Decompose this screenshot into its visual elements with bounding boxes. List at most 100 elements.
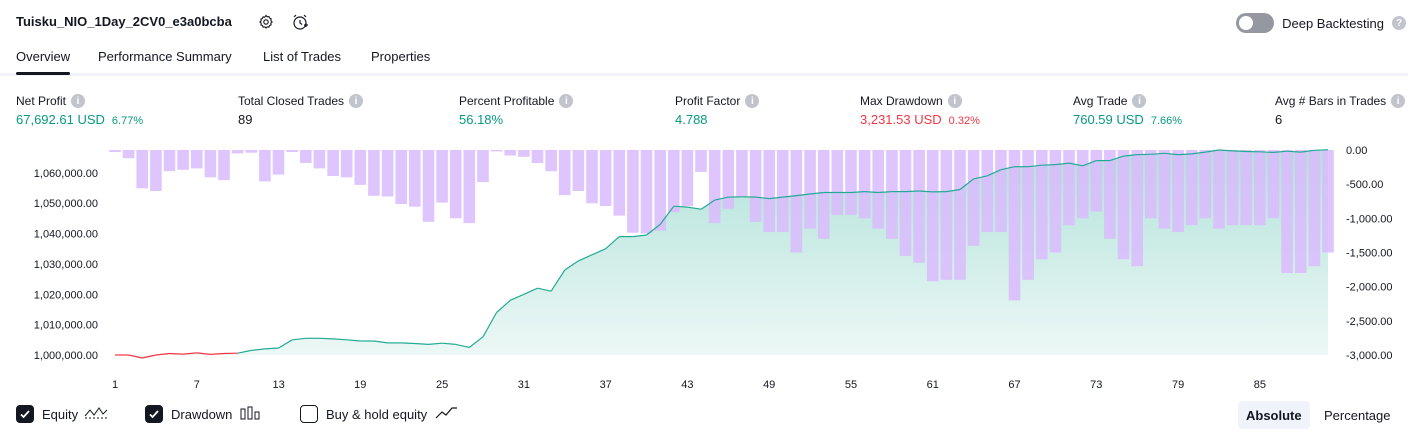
drawdown-bar (286, 150, 298, 152)
equity-line-segment (1300, 149, 1315, 153)
y-left-tick-label: 1,050,000.00 (34, 198, 98, 210)
drawdown-bar (695, 150, 707, 172)
info-icon[interactable]: i (947, 94, 962, 108)
x-tick-label: 1 (112, 379, 118, 391)
drawdown-bar (954, 150, 966, 280)
metric-percent: 7.66% (1150, 115, 1183, 127)
info-icon[interactable]: i (1391, 94, 1406, 108)
drawdown-bar (1104, 150, 1116, 239)
equity-line-segment (591, 248, 606, 256)
drawdown-bar (449, 150, 462, 219)
info-icon[interactable]: i (71, 94, 86, 108)
drawdown-bars-icon (240, 406, 262, 423)
tab-list-of-trades[interactable]: List of Trades (263, 49, 342, 64)
equity-line-segment (959, 178, 974, 190)
equity-line-segment (673, 205, 688, 208)
equity-line-segment (469, 336, 484, 348)
drawdown-bar (736, 150, 748, 198)
equity-line-segment (373, 340, 388, 344)
drawdown-bar (409, 150, 421, 207)
equity-line-segment (1082, 160, 1097, 167)
drawdown-bar (545, 150, 557, 172)
drawdown-bar (613, 150, 626, 216)
equity-line-segment (237, 349, 252, 354)
metric-avg-trade: Avg Trade i 760.59 USD 7.66% (1073, 94, 1182, 127)
equity-line-segment (428, 342, 443, 345)
drawdown-bar (1254, 150, 1266, 226)
info-icon[interactable]: i (559, 94, 574, 108)
legend-drawdown[interactable]: Drawdown (145, 403, 262, 425)
percentage-button[interactable]: Percentage (1324, 407, 1391, 423)
drawdown-bar (913, 150, 925, 263)
metric-label: Avg Trade (1073, 94, 1128, 108)
info-icon[interactable]: i (349, 94, 364, 108)
drawdown-bar (1322, 150, 1334, 253)
drawdown-bar (858, 150, 871, 219)
buy-hold-checkbox[interactable] (300, 405, 318, 423)
drawdown-bar (845, 150, 857, 215)
drawdown-bar (1240, 150, 1252, 226)
drawdown-bar (940, 150, 953, 280)
deep-backtesting-toggle[interactable] (1236, 13, 1275, 33)
drawdown-bar (300, 150, 312, 163)
equity-line-segment (550, 269, 566, 292)
alert-clock-icon[interactable] (290, 12, 310, 32)
equity-drawdown-chart[interactable]: 1,000,000.00 1,010,000.00 1,020,000.00 1,03… (0, 140, 1424, 395)
equity-line-segment (973, 175, 988, 180)
y-left-tick-label: 1,040,000.00 (34, 229, 98, 241)
drawdown-bar (1076, 150, 1089, 219)
drawdown-bar (191, 150, 203, 169)
equity-line-segment (646, 223, 661, 236)
drawdown-bar (422, 150, 435, 222)
tab-overview[interactable]: Overview (16, 49, 71, 75)
info-icon[interactable]: i (1132, 94, 1147, 108)
metric-value: 760.59 USD (1073, 112, 1144, 127)
equity-line-segment (659, 205, 675, 225)
drawdown-bar (531, 150, 544, 163)
drawdown-checkbox[interactable] (145, 405, 163, 423)
drawdown-bar (1294, 150, 1307, 273)
drawdown-bar (1090, 150, 1103, 212)
metric-value: 89 (238, 112, 253, 127)
equity-line-segment (1314, 149, 1329, 151)
equity-line-segment (1178, 153, 1192, 156)
x-tick-label: 31 (518, 379, 530, 391)
info-icon[interactable]: i (745, 94, 760, 108)
metric-percent-profitable: Percent Profitable i 56.18% (459, 94, 574, 127)
drawdown-bar (654, 150, 666, 231)
y-left-tick-label: 1,010,000.00 (34, 320, 98, 332)
drawdown-bar (150, 150, 162, 191)
y-left-tick-label: 1,020,000.00 (34, 289, 98, 301)
tab-performance-summary[interactable]: Performance Summary (98, 49, 232, 64)
legend-buy-hold[interactable]: Buy & hold equity (300, 403, 459, 425)
metric-label: Max Drawdown (860, 94, 943, 108)
equity-checkbox[interactable] (16, 405, 34, 423)
drawdown-bar (368, 150, 380, 196)
equity-line-segment (1205, 149, 1220, 153)
equity-label: Equity (42, 406, 79, 422)
equity-line-segment (333, 338, 347, 341)
help-icon[interactable]: ? (1392, 16, 1406, 30)
drawdown-bar (327, 150, 339, 176)
drawdown-bar (1185, 150, 1198, 226)
equity-line-segment (810, 191, 824, 195)
absolute-button[interactable]: Absolute (1238, 401, 1310, 429)
equity-line-segment (509, 293, 525, 301)
equity-line-segment (1150, 152, 1165, 155)
legend-equity[interactable]: Equity (16, 403, 108, 425)
metric-percent: 6.77% (111, 115, 144, 127)
drawdown-bar (381, 150, 394, 197)
equity-line-segment (196, 352, 211, 355)
equity-line-segment (264, 347, 279, 350)
tab-properties[interactable]: Properties (371, 49, 431, 64)
equity-line-segment (442, 342, 456, 345)
y-right-tick-label: -1,000.00 (1346, 213, 1392, 225)
drawdown-bar (1008, 150, 1021, 301)
settings-icon[interactable] (256, 12, 276, 32)
x-tick-label: 61 (927, 379, 939, 391)
drawdown-bar (204, 150, 217, 178)
x-tick-label: 19 (354, 379, 366, 391)
equity-line-segment (1041, 164, 1056, 166)
metric-net-profit: Net Profit i 67,692.61 USD 6.77% (16, 94, 143, 127)
drawdown-bar (504, 150, 516, 156)
